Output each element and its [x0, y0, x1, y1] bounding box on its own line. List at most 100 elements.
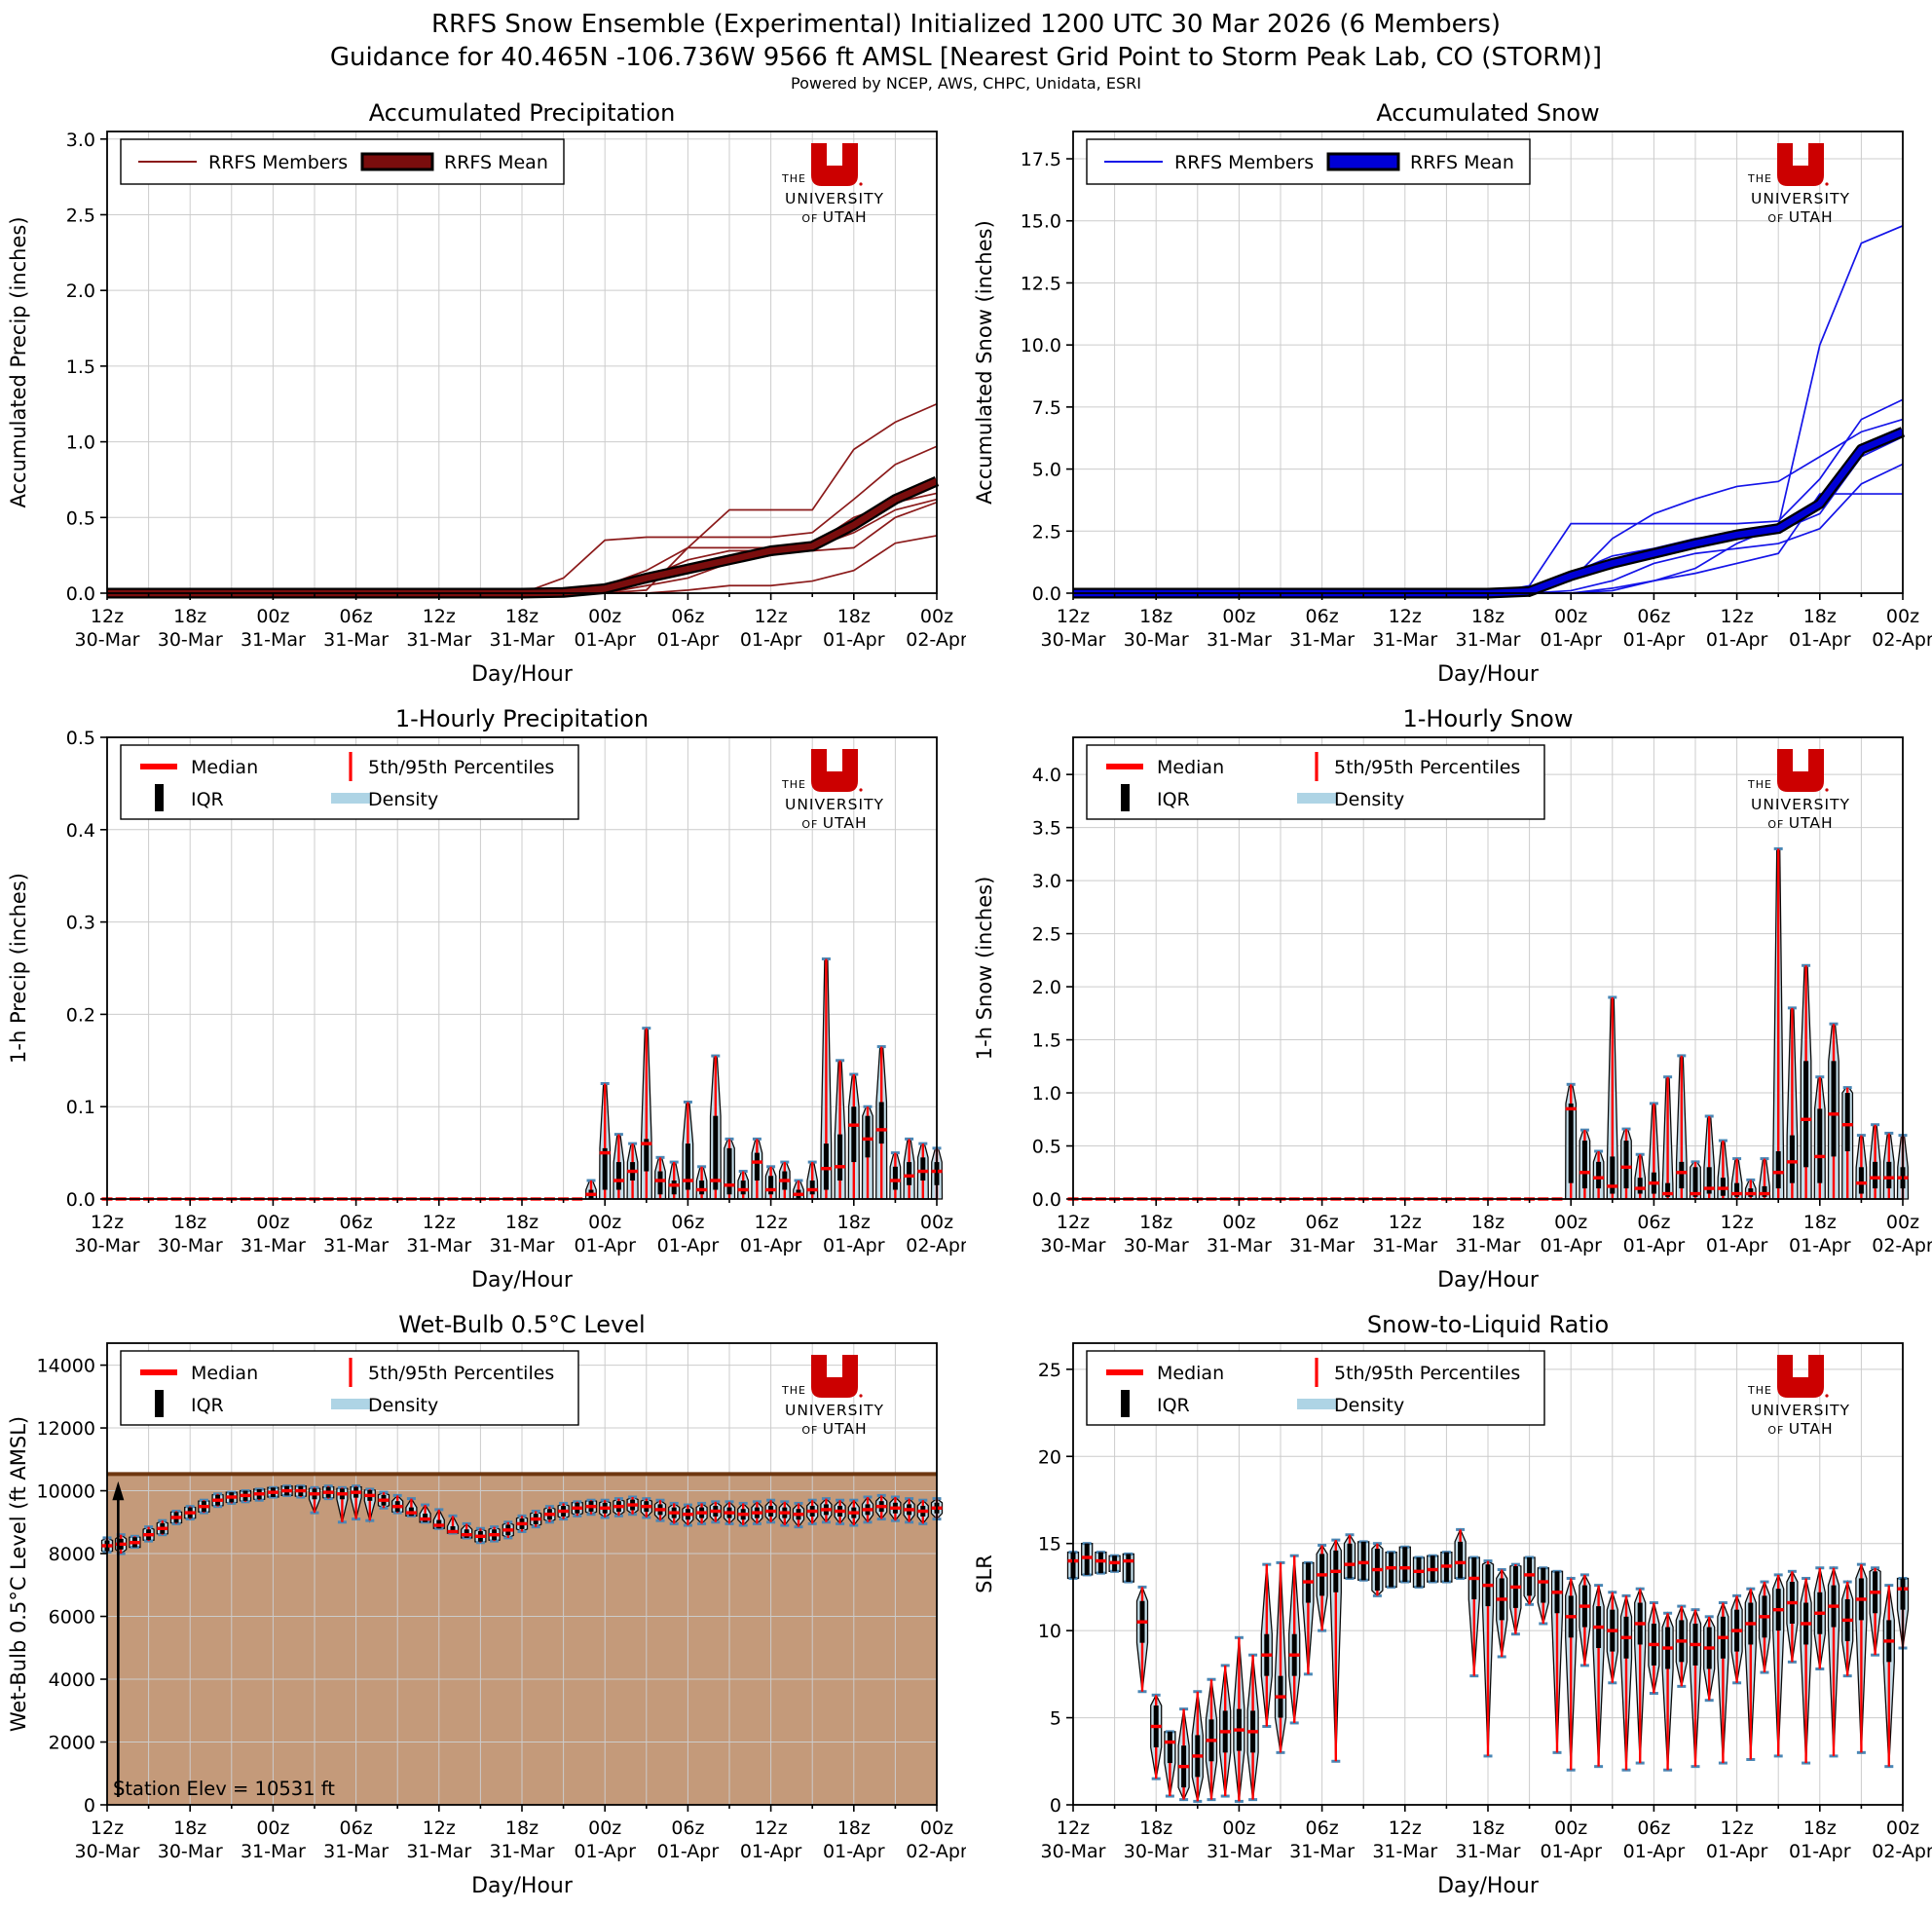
median-tick: [1565, 1615, 1577, 1619]
charts-grid: 12z 30-Mar 18z 30-Mar 00z 31-Mar 06z 31-Mar 12z 3…: [0, 93, 1932, 1910]
x-tick-hour: 18z: [505, 606, 539, 627]
x-tick-date: 31-Mar: [1372, 1235, 1437, 1256]
median-tick: [1828, 1112, 1839, 1116]
x-tick-date: 01-Apr: [1789, 629, 1851, 651]
legend: RRFS Members RRFS Mean: [120, 138, 565, 185]
x-tick-hour: 00z: [588, 1817, 621, 1839]
x-tick-hour: 12z: [1057, 1212, 1090, 1233]
median-tick: [1468, 1576, 1480, 1581]
x-tick-hour: 06z: [1637, 1817, 1670, 1839]
iqr-bar: [1360, 1541, 1366, 1581]
median-tick: [737, 1187, 749, 1192]
x-axis-title: Day/Hour: [471, 662, 574, 687]
x-tick-date: 30-Mar: [75, 1235, 140, 1256]
y-tick-label: 20: [1038, 1446, 1061, 1468]
x-tick-hour: 06z: [340, 1817, 373, 1839]
median-tick: [461, 1532, 472, 1537]
median-tick: [875, 1128, 887, 1132]
iqr-bar: [699, 1180, 705, 1195]
median-tick: [1870, 1176, 1881, 1180]
legend-label-percentiles: 5th/95th Percentiles: [1334, 757, 1520, 778]
median-tick: [1330, 1569, 1342, 1574]
median-tick: [474, 1534, 486, 1539]
x-tick-date: 30-Mar: [75, 629, 140, 651]
median-tick: [779, 1511, 791, 1515]
x-tick-hour: 00z: [1554, 1817, 1587, 1839]
median-tick: [585, 1504, 597, 1509]
median-tick: [889, 1179, 901, 1182]
x-tick-hour: 18z: [1139, 1212, 1172, 1233]
iqr-bar: [768, 1176, 774, 1195]
station-elevation-label: Station Elev = 10531 ft: [113, 1778, 335, 1800]
iqr-bar: [1527, 1557, 1533, 1596]
density-swatch: [331, 1399, 370, 1409]
page-subtitle: Guidance for 40.465N -106.736W 9566 ft A…: [329, 43, 1603, 72]
x-tick-date: 30-Mar: [158, 629, 223, 651]
x-tick-date: 01-Apr: [1540, 629, 1602, 651]
utah-u-icon: [811, 143, 858, 186]
iqr-bar: [1637, 1178, 1643, 1194]
x-tick-date: 01-Apr: [1706, 1841, 1768, 1862]
median-tick: [115, 1542, 127, 1547]
median-tick: [530, 1517, 541, 1521]
iqr-bar: [1541, 1567, 1546, 1603]
median-tick: [489, 1532, 501, 1537]
y-tick-label: 0.0: [1032, 583, 1061, 605]
x-tick-date: 31-Mar: [490, 1841, 555, 1862]
x-tick-hour: 18z: [505, 1212, 539, 1233]
median-tick: [1703, 1646, 1715, 1650]
y-tick-label: 6000: [49, 1607, 95, 1629]
iqr-bar: [1402, 1547, 1408, 1583]
x-tick-hour: 18z: [173, 1817, 206, 1839]
median-tick: [240, 1493, 251, 1498]
x-tick-hour: 00z: [1886, 1817, 1919, 1839]
median-tick: [1317, 1573, 1328, 1577]
x-tick-date: 01-Apr: [1706, 629, 1768, 651]
median-tick: [862, 1508, 873, 1512]
x-tick-date: 31-Mar: [406, 629, 471, 651]
logo-university-text: UNIVERSITY: [785, 796, 884, 813]
x-tick-hour: 00z: [588, 606, 621, 627]
median-tick: [1288, 1653, 1300, 1657]
y-axis-title: Accumulated Snow (inches): [973, 220, 996, 505]
median-tick: [1883, 1176, 1895, 1180]
legend-label-iqr: IQR: [191, 789, 224, 810]
iqr-bar: [1762, 1185, 1767, 1197]
median-tick: [1634, 1186, 1646, 1190]
logo-of-utah-text: OF UTAH: [801, 1420, 867, 1438]
median-tick: [322, 1490, 334, 1494]
median-tick: [668, 1183, 680, 1187]
y-axis-title: 1-h Snow (inches): [973, 877, 996, 1061]
iqr-bar: [809, 1180, 815, 1195]
y-tick-label: 0: [84, 1795, 95, 1817]
x-tick-date: 31-Mar: [1207, 629, 1272, 651]
iqr-bar: [713, 1115, 719, 1190]
x-tick-date: 01-Apr: [1789, 1841, 1851, 1862]
x-tick-date: 01-Apr: [1623, 1841, 1686, 1862]
median-tick: [1509, 1585, 1521, 1590]
x-tick-date: 31-Mar: [406, 1235, 471, 1256]
iqr-bar: [1817, 1108, 1823, 1183]
y-tick-label: 8000: [49, 1544, 95, 1565]
median-tick: [129, 1541, 140, 1545]
iqr-bar: [1775, 1150, 1781, 1189]
median-tick: [543, 1513, 555, 1517]
median-tick: [391, 1504, 403, 1509]
median-tick: [1482, 1583, 1494, 1588]
median-tick: [710, 1509, 722, 1514]
y-tick-label: 3.5: [1032, 818, 1061, 840]
median-tick: [1551, 1591, 1563, 1594]
median-tick: [710, 1179, 722, 1182]
median-tick: [751, 1160, 762, 1164]
y-tick-label: 2.0: [1032, 977, 1061, 998]
x-tick-date: 31-Mar: [323, 1841, 389, 1862]
median-tick: [420, 1517, 431, 1521]
median-tick: [1413, 1569, 1425, 1574]
iqr-bar: [851, 1106, 857, 1163]
median-tick: [668, 1511, 680, 1515]
x-tick-hour: 12z: [1721, 606, 1754, 627]
legend-label-density: Density: [368, 1395, 438, 1416]
x-tick-hour: 12z: [423, 1817, 456, 1839]
median-tick: [378, 1498, 390, 1502]
median-tick: [281, 1488, 293, 1493]
